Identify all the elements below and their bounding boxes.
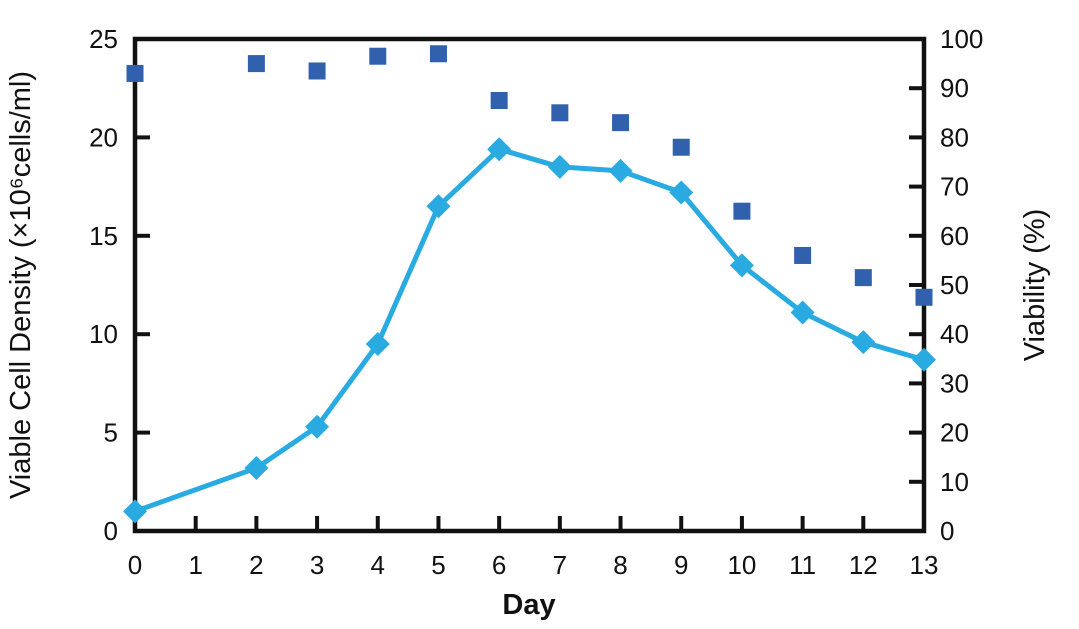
viability-marker [247, 55, 265, 73]
y-right-tick-label: 50 [940, 270, 969, 300]
viable-cell-density-marker [487, 137, 512, 162]
x-axis-title: Day [502, 589, 555, 621]
y-right-tick-label: 60 [940, 221, 969, 251]
x-tick-label: 6 [492, 550, 506, 580]
viability-marker [612, 114, 630, 132]
x-tick-label: 12 [849, 550, 878, 580]
x-tick-label: 3 [310, 550, 324, 580]
x-tick-label: 0 [128, 550, 142, 580]
y-left-tick-label: 15 [89, 221, 118, 251]
y-right-tick-label: 90 [940, 73, 969, 103]
viable-cell-density-marker [729, 253, 754, 278]
viable-cell-density-marker [851, 330, 876, 355]
viability-marker [794, 246, 812, 264]
y-right-tick-label: 40 [940, 319, 969, 349]
y-left-tick-label: 25 [89, 24, 118, 54]
y-right-tick-label: 100 [940, 24, 983, 54]
viable-cell-density-marker [365, 332, 390, 357]
viability-marker [915, 288, 933, 306]
right-axis-title: Viability (%) [1019, 209, 1051, 362]
y-left-tick-label: 20 [89, 122, 118, 152]
left-axis-title: Viable Cell Density (×10⁶cells/ml) [5, 71, 37, 499]
x-tick-label: 10 [727, 550, 756, 580]
y-right-tick-label: 30 [940, 368, 969, 398]
viability-marker [672, 138, 690, 156]
y-left-tick-label: 10 [89, 319, 118, 349]
y-right-tick-label: 0 [940, 516, 954, 546]
y-left-tick-label: 5 [104, 418, 118, 448]
axis-box [132, 36, 927, 534]
viable-cell-density-marker [790, 300, 815, 325]
y-right-tick-label: 80 [940, 122, 969, 152]
viability-marker [126, 64, 144, 82]
viability-marker [733, 202, 751, 220]
x-tick-label: 1 [188, 550, 202, 580]
viability-marker [551, 104, 569, 122]
viable-cell-density-line [132, 146, 927, 514]
x-tick-label: 11 [789, 550, 816, 580]
viable-cell-density-marker [669, 180, 694, 205]
plot-area: 0 1 2 3 4 5 6 7 8 9 10 11 12 130510152025010203040506… [89, 24, 983, 580]
y-right-tick-label: 70 [940, 172, 969, 202]
x-tick-label: 13 [910, 550, 939, 580]
x-tick-label: 4 [371, 550, 385, 580]
viable-cell-density-marker [244, 456, 269, 481]
viability-marker [308, 62, 326, 80]
viable-cell-density-marker [426, 194, 451, 219]
x-tick-label: 8 [613, 550, 627, 580]
viable-cell-density-marker [547, 154, 572, 179]
x-tick-label: 2 [249, 550, 263, 580]
viable-cell-density-marker [912, 347, 936, 372]
y-right-tick-label: 10 [940, 467, 969, 497]
x-tick-label: 5 [431, 550, 445, 580]
y-right-tick-label: 20 [940, 418, 969, 448]
viable-cell-density-marker [305, 414, 330, 439]
y-left-tick-label: 0 [104, 516, 118, 546]
viability-marker [369, 47, 387, 65]
viability-marker [429, 45, 447, 63]
x-tick-label: 7 [553, 550, 567, 580]
viability-marker [854, 269, 872, 287]
viable-cell-density-marker [123, 499, 147, 524]
viable-cell-density-marker [608, 158, 633, 183]
x-tick-label: 9 [674, 550, 688, 580]
viability-marker [490, 92, 508, 109]
